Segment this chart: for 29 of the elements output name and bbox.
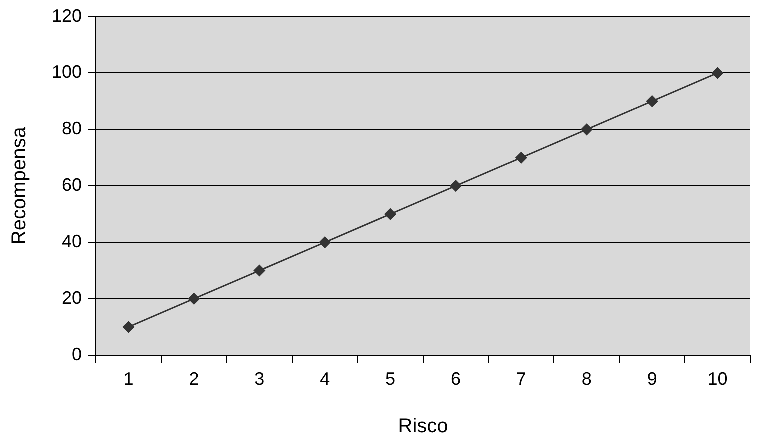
y-tick-label: 20 [62, 288, 82, 308]
y-axis-title: Recompensa [8, 126, 31, 246]
point [712, 67, 724, 79]
y-tick-label: 100 [52, 62, 82, 82]
y-tick-label: 40 [62, 232, 82, 252]
point [646, 96, 658, 108]
x-tick-label: 5 [386, 369, 396, 390]
x-tick-label: 9 [647, 369, 658, 390]
y-tick-label: 60 [62, 175, 82, 196]
y-tick-label: 120 [52, 6, 82, 26]
x-tick-label: 6 [450, 369, 461, 390]
y-tick-label: 80 [62, 118, 82, 139]
point [123, 321, 135, 333]
point [188, 293, 200, 305]
point [384, 208, 396, 220]
x-axis-title: Risco [398, 416, 448, 438]
x-tick-label: 8 [582, 369, 592, 390]
point [319, 236, 331, 248]
x-tick-label: 1 [124, 369, 134, 390]
point [450, 180, 462, 192]
x-tick-label: 4 [320, 369, 330, 390]
point [581, 124, 593, 136]
x-tick-label: 3 [254, 369, 265, 390]
x-tick-label: 7 [516, 369, 526, 390]
point [516, 152, 528, 164]
x-tick-label: 10 [708, 369, 728, 390]
y-tick-label: 0 [72, 344, 82, 364]
point [254, 265, 266, 276]
x-tick-label: 2 [189, 369, 200, 390]
